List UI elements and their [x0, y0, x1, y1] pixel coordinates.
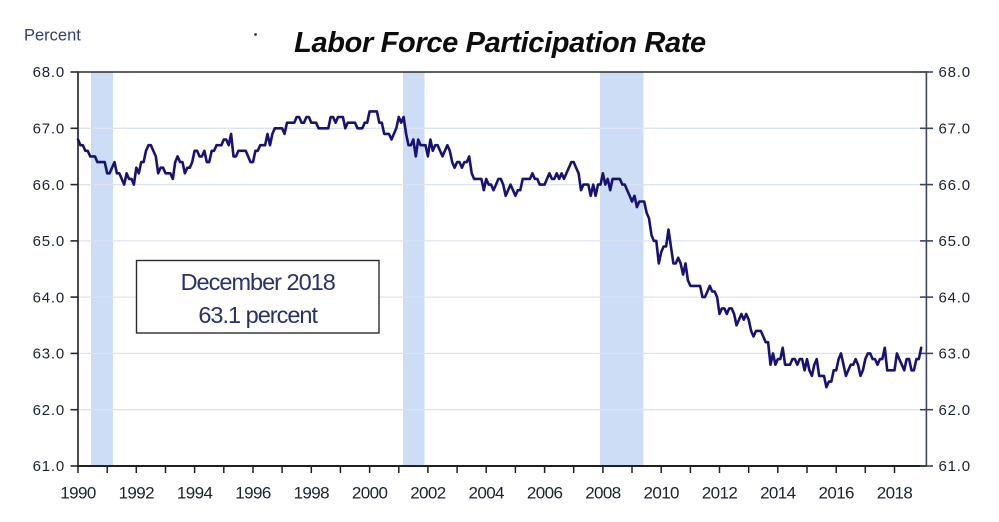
svg-text:67.0: 67.0	[33, 121, 65, 138]
svg-text:62.0: 62.0	[939, 402, 971, 419]
svg-text:63.1 percent: 63.1 percent	[198, 302, 318, 328]
svg-text:December 2018: December 2018	[181, 269, 336, 295]
svg-text:62.0: 62.0	[33, 402, 65, 419]
svg-text:Labor Force Participation Rate: Labor Force Participation Rate	[294, 27, 706, 59]
svg-text:68.0: 68.0	[939, 64, 971, 81]
svg-text:2000: 2000	[352, 484, 388, 503]
svg-text:1996: 1996	[235, 484, 271, 503]
svg-text:65.0: 65.0	[33, 233, 65, 250]
svg-text:1990: 1990	[60, 484, 96, 503]
svg-text:2010: 2010	[643, 484, 679, 503]
svg-text:68.0: 68.0	[33, 64, 65, 81]
svg-text:63.0: 63.0	[939, 346, 971, 363]
svg-text:2014: 2014	[760, 484, 796, 503]
svg-text:64.0: 64.0	[939, 289, 971, 306]
svg-text:61.0: 61.0	[939, 458, 971, 475]
svg-text:2008: 2008	[585, 484, 621, 503]
svg-text:1998: 1998	[294, 484, 330, 503]
svg-text:1992: 1992	[119, 484, 155, 503]
svg-text:66.0: 66.0	[939, 177, 971, 194]
svg-text:63.0: 63.0	[33, 346, 65, 363]
svg-text:61.0: 61.0	[33, 458, 65, 475]
svg-text:Percent: Percent	[24, 27, 81, 45]
svg-text:2006: 2006	[527, 484, 563, 503]
svg-text:66.0: 66.0	[33, 177, 65, 194]
svg-text:2004: 2004	[468, 484, 504, 503]
svg-text:1994: 1994	[177, 484, 213, 503]
svg-text:65.0: 65.0	[939, 233, 971, 250]
svg-text:2002: 2002	[410, 484, 446, 503]
svg-text:2018: 2018	[877, 484, 913, 503]
svg-text:64.0: 64.0	[33, 289, 65, 306]
svg-text:2012: 2012	[702, 484, 738, 503]
svg-text:67.0: 67.0	[939, 121, 971, 138]
svg-text:2016: 2016	[818, 484, 854, 503]
